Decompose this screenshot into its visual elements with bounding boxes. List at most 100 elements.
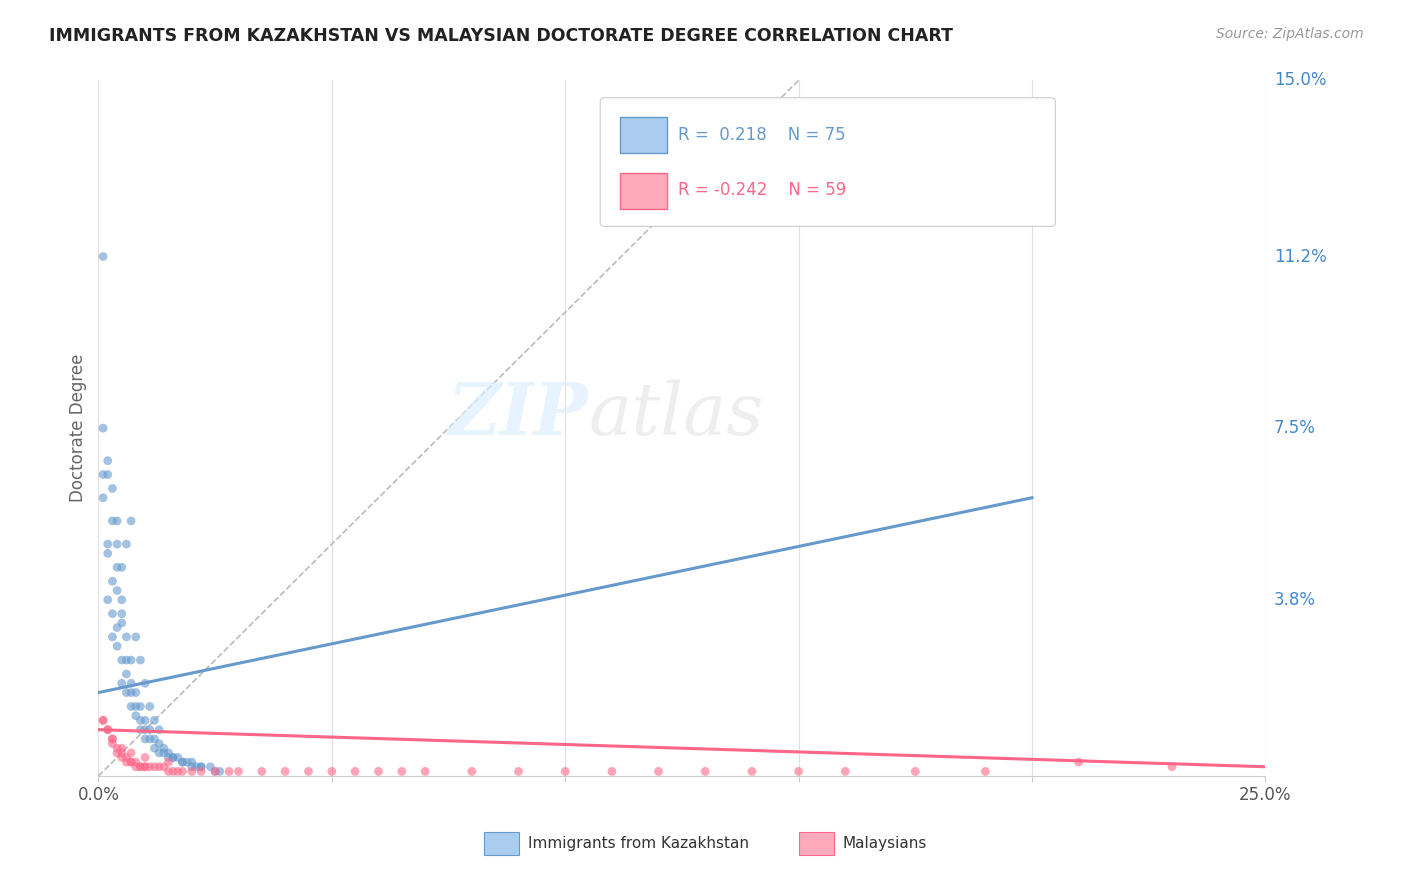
Text: 3.8%: 3.8% bbox=[1274, 591, 1316, 608]
Point bbox=[91, 714, 114, 728]
Point bbox=[111, 592, 134, 607]
Point bbox=[321, 764, 343, 779]
Text: R = -0.242    N = 59: R = -0.242 N = 59 bbox=[679, 181, 846, 199]
Point bbox=[111, 607, 134, 621]
Point bbox=[115, 653, 138, 667]
Point bbox=[157, 746, 180, 760]
Point bbox=[97, 467, 120, 482]
Point bbox=[115, 537, 138, 551]
Point bbox=[134, 723, 156, 737]
Point bbox=[904, 764, 927, 779]
Point bbox=[101, 731, 124, 746]
Y-axis label: Doctorate Degree: Doctorate Degree bbox=[69, 354, 87, 502]
Point bbox=[125, 708, 148, 723]
Point bbox=[120, 514, 142, 528]
Point bbox=[190, 760, 212, 774]
Text: 7.5%: 7.5% bbox=[1274, 419, 1316, 437]
Point bbox=[120, 755, 142, 769]
Point bbox=[148, 737, 170, 751]
Point bbox=[190, 760, 212, 774]
Point bbox=[741, 764, 763, 779]
Text: Immigrants from Kazakhstan: Immigrants from Kazakhstan bbox=[527, 836, 749, 851]
Point bbox=[157, 755, 180, 769]
Text: Source: ZipAtlas.com: Source: ZipAtlas.com bbox=[1216, 27, 1364, 41]
Point bbox=[139, 699, 162, 714]
Point bbox=[105, 537, 128, 551]
Point bbox=[134, 731, 156, 746]
Point bbox=[200, 760, 222, 774]
FancyBboxPatch shape bbox=[600, 98, 1056, 227]
Point bbox=[105, 639, 128, 653]
Point bbox=[115, 685, 138, 699]
FancyBboxPatch shape bbox=[799, 832, 834, 855]
Point bbox=[647, 764, 669, 779]
Point bbox=[115, 755, 138, 769]
Point bbox=[139, 760, 162, 774]
Point bbox=[218, 764, 240, 779]
Point bbox=[172, 764, 194, 779]
Point bbox=[695, 764, 717, 779]
Point bbox=[97, 592, 120, 607]
Point bbox=[162, 764, 184, 779]
Point bbox=[344, 764, 367, 779]
Point bbox=[148, 760, 170, 774]
Point bbox=[134, 676, 156, 690]
Point bbox=[139, 723, 162, 737]
Point bbox=[125, 685, 148, 699]
Point bbox=[250, 764, 273, 779]
Point bbox=[1161, 760, 1184, 774]
Point bbox=[129, 714, 152, 728]
Point bbox=[787, 764, 810, 779]
Point bbox=[600, 764, 623, 779]
Point bbox=[461, 764, 484, 779]
Point bbox=[120, 699, 142, 714]
Point bbox=[176, 755, 198, 769]
Point bbox=[101, 514, 124, 528]
Point bbox=[120, 685, 142, 699]
Point bbox=[91, 250, 114, 264]
Point bbox=[111, 615, 134, 630]
Point bbox=[134, 760, 156, 774]
Point bbox=[105, 746, 128, 760]
Point bbox=[208, 764, 231, 779]
Point bbox=[162, 750, 184, 764]
Point bbox=[111, 741, 134, 756]
Point bbox=[97, 453, 120, 467]
Point bbox=[97, 723, 120, 737]
Point bbox=[115, 630, 138, 644]
Point bbox=[111, 750, 134, 764]
Point bbox=[143, 741, 166, 756]
Point bbox=[129, 723, 152, 737]
Point bbox=[101, 482, 124, 496]
FancyBboxPatch shape bbox=[620, 117, 666, 153]
Point bbox=[101, 630, 124, 644]
Point bbox=[1067, 755, 1090, 769]
Point bbox=[148, 723, 170, 737]
Point bbox=[101, 737, 124, 751]
Point bbox=[157, 764, 180, 779]
Point bbox=[190, 764, 212, 779]
Point bbox=[129, 699, 152, 714]
Point bbox=[120, 676, 142, 690]
Point bbox=[120, 653, 142, 667]
Point bbox=[105, 741, 128, 756]
Point bbox=[974, 764, 997, 779]
Point bbox=[97, 546, 120, 560]
Point bbox=[120, 746, 142, 760]
Point bbox=[91, 714, 114, 728]
Point bbox=[111, 560, 134, 574]
Point bbox=[157, 750, 180, 764]
Point bbox=[391, 764, 413, 779]
Point bbox=[148, 746, 170, 760]
Point bbox=[91, 467, 114, 482]
Point bbox=[105, 514, 128, 528]
Point bbox=[508, 764, 530, 779]
Point bbox=[125, 630, 148, 644]
Point bbox=[228, 764, 250, 779]
Point bbox=[186, 760, 208, 774]
Point bbox=[172, 755, 194, 769]
Point bbox=[111, 746, 134, 760]
Text: Malaysians: Malaysians bbox=[844, 836, 928, 851]
Point bbox=[125, 755, 148, 769]
Point bbox=[97, 723, 120, 737]
